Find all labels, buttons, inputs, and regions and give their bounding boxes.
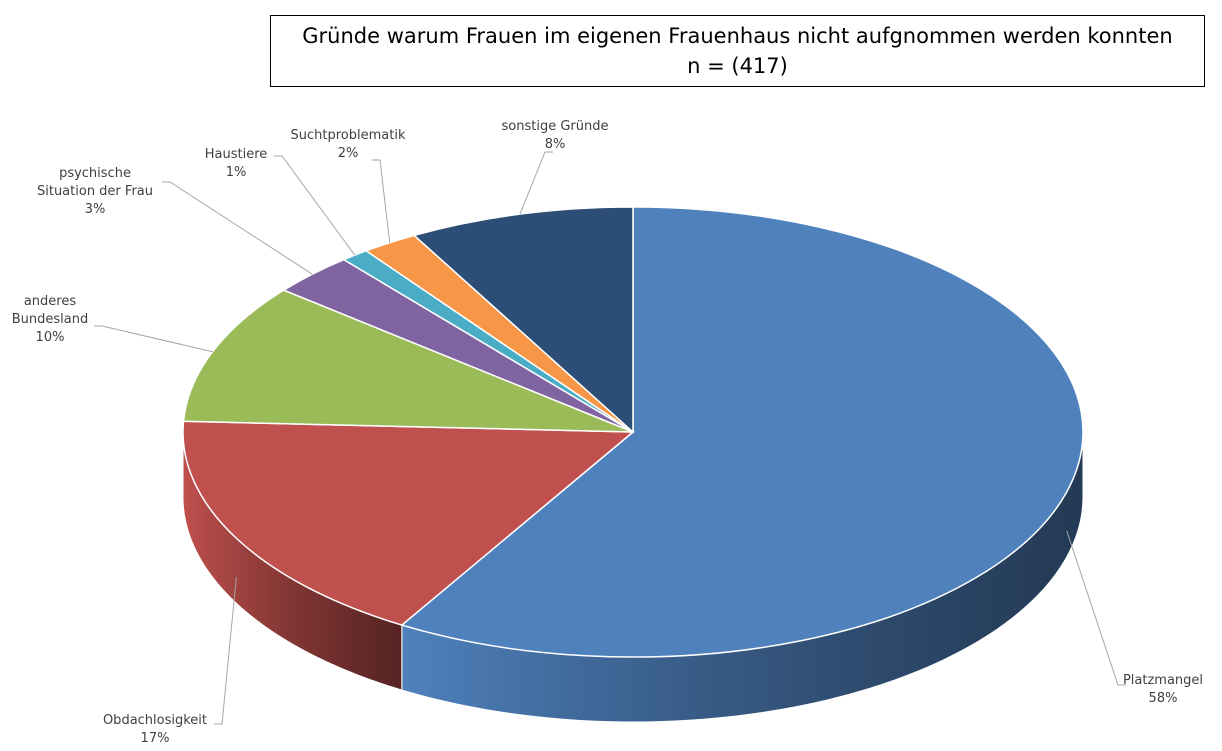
category-label: psychische Situation der Frau (36, 166, 153, 199)
data-label: Suchtproblematik 2% (278, 127, 418, 163)
leader-line (1066, 530, 1126, 686)
data-label: Obdachlosigkeit 17% (85, 712, 225, 748)
value-label: 58% (1148, 691, 1178, 706)
value-label: 10% (35, 330, 65, 345)
category-label: Platzmangel (1122, 673, 1204, 688)
leader-line (519, 151, 553, 215)
value-label: 3% (84, 202, 106, 217)
category-label: Haustiere (204, 147, 268, 162)
value-label: 1% (225, 165, 247, 180)
data-label: sonstige Gründe 8% (485, 118, 625, 154)
slice (182, 289, 634, 433)
leader-line (94, 325, 213, 353)
slice (412, 206, 634, 434)
category-label: Obdachlosigkeit (102, 713, 208, 728)
value-label: 8% (544, 137, 566, 152)
title-box: Gründe warum Frauen im eigenen Frauenhau… (270, 15, 1205, 87)
data-label: psychische Situation der Frau 3% (30, 165, 160, 219)
data-label: Haustiere 1% (166, 146, 306, 182)
slice (400, 206, 1084, 658)
data-label: Platzmangel 58% (1093, 672, 1222, 708)
value-label: 17% (140, 731, 170, 746)
category-label: sonstige Gründe (501, 119, 609, 134)
slice (182, 420, 636, 626)
chart-title: Gründe warum Frauen im eigenen Frauenhau… (302, 24, 1173, 48)
value-label: 2% (337, 146, 359, 161)
leader-line (274, 155, 356, 256)
data-label: anderes Bundesland 10% (10, 293, 90, 347)
category-label: anderes Bundesland (11, 294, 89, 327)
leader-line (214, 577, 237, 725)
chart-subtitle: n = (417) (687, 54, 788, 78)
leader-line (162, 181, 313, 275)
leader-line (372, 159, 391, 243)
category-label: Suchtproblematik (290, 128, 406, 143)
